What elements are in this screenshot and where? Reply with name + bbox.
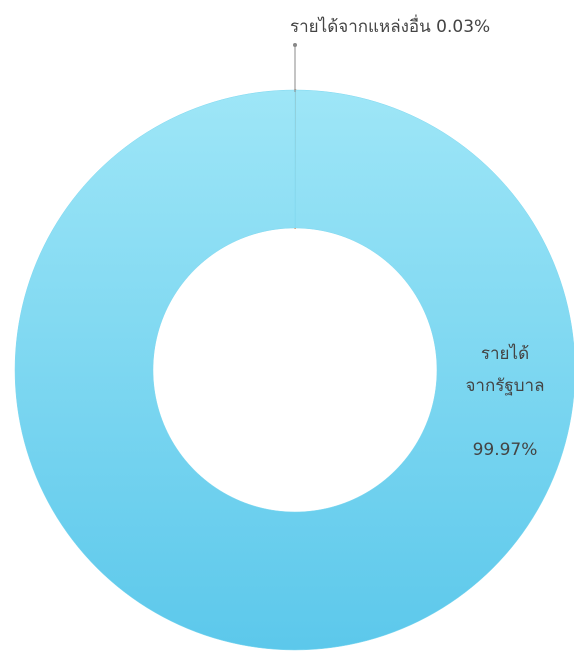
slice-label: รายได้จากแหล่งอื่น 0.03% (290, 14, 490, 37)
donut-slice (14, 89, 574, 651)
slice-name: รายได้จากแหล่งอื่น (290, 14, 431, 37)
slice-name: รายได้ จากรัฐบาล (465, 344, 545, 396)
slice-label: รายได้ จากรัฐบาล 99.97% (445, 306, 565, 498)
slice-value: 99.97% (472, 440, 538, 460)
slice-value: 0.03% (436, 17, 490, 37)
leader-dot (293, 43, 297, 47)
